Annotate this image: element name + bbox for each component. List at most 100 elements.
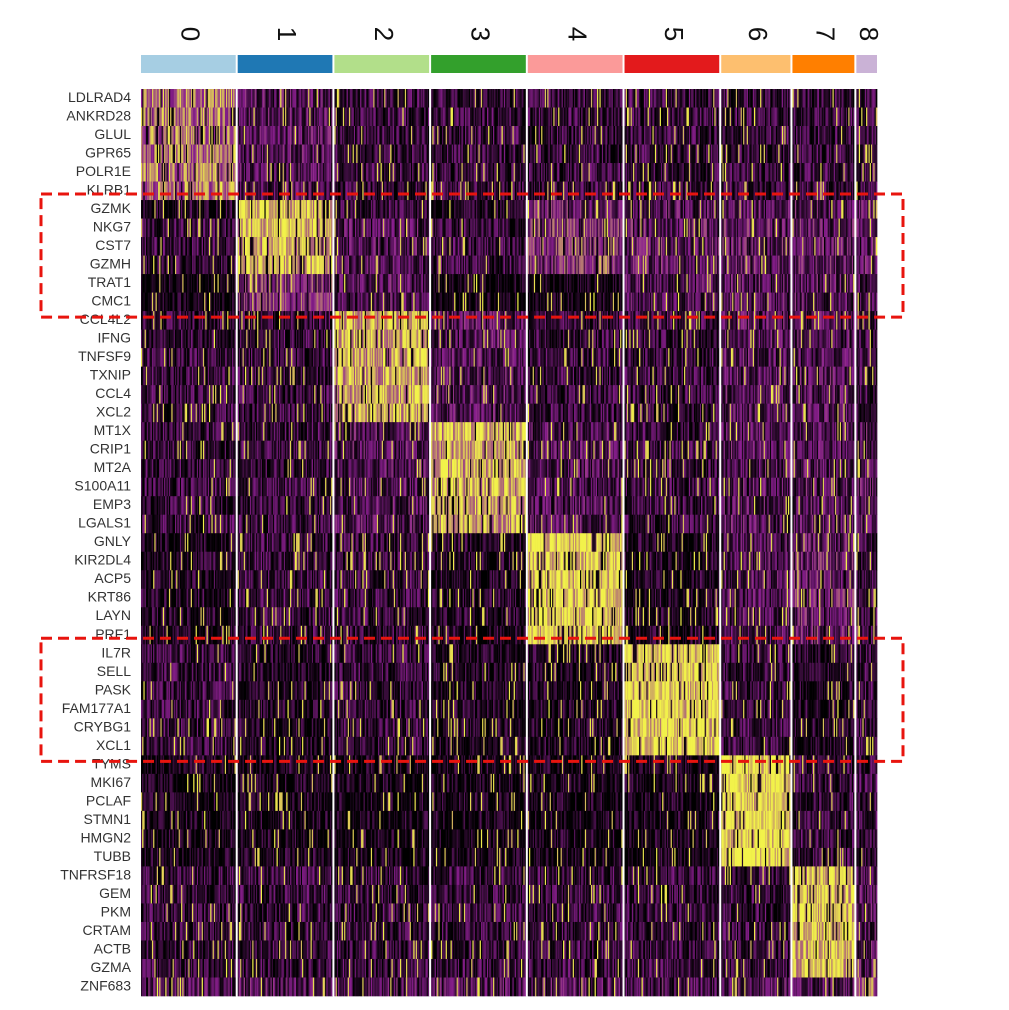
heatmap-cell — [205, 107, 207, 127]
heatmap-cell — [728, 107, 731, 127]
heatmap-cell — [280, 126, 282, 145]
heatmap-cell — [827, 126, 830, 145]
heatmap-cell — [501, 89, 504, 108]
heatmap-cell — [177, 89, 179, 108]
heatmap-cell — [310, 126, 313, 145]
heatmap-cell — [703, 89, 706, 108]
heatmap-cell — [205, 126, 207, 145]
heatmap-cell — [272, 107, 275, 127]
heatmap-cell — [547, 107, 549, 127]
heatmap-cell — [463, 126, 466, 145]
heatmap-cell — [143, 107, 145, 127]
heatmap-cell — [189, 89, 192, 108]
heatmap-cell — [480, 107, 483, 127]
heatmap-cell — [440, 89, 443, 108]
heatmap-cell — [617, 89, 620, 108]
heatmap-cell — [832, 89, 835, 108]
heatmap-cell — [365, 89, 368, 108]
heatmap-cell — [797, 107, 799, 127]
heatmap-cell — [833, 107, 836, 127]
heatmap-cell — [449, 107, 451, 127]
heatmap-cell — [564, 89, 566, 108]
heatmap-cell — [493, 107, 495, 127]
heatmap-cell — [342, 107, 345, 127]
heatmap-cell — [471, 89, 473, 108]
heatmap-cell — [805, 89, 808, 108]
heatmap-cell — [495, 89, 498, 108]
heatmap-cell — [474, 126, 477, 145]
heatmap-cell — [288, 107, 291, 127]
heatmap-cell — [182, 89, 184, 108]
heatmap-cell — [494, 107, 496, 127]
heatmap-cell — [389, 107, 391, 127]
heatmap-cell — [188, 107, 190, 127]
heatmap-cell — [382, 89, 385, 108]
heatmap-cell — [477, 107, 479, 127]
heatmap-cell — [781, 126, 784, 145]
heatmap-cell — [682, 126, 685, 145]
heatmap-cell — [668, 126, 670, 145]
heatmap-cell — [272, 89, 275, 108]
heatmap-cell — [537, 89, 540, 108]
heatmap-cell — [711, 126, 714, 145]
heatmap-cell — [462, 89, 465, 108]
heatmap-cell — [869, 89, 872, 108]
cluster-bar-5 — [624, 55, 720, 73]
heatmap-cell — [455, 126, 457, 145]
heatmap-cell — [397, 107, 400, 127]
heatmap-cell — [805, 126, 808, 145]
cluster-bar-2 — [334, 55, 430, 73]
heatmap-cell — [289, 89, 292, 108]
heatmap-cell — [684, 89, 686, 108]
heatmap-cell — [816, 89, 819, 108]
heatmap-cell — [309, 89, 311, 108]
heatmap-cell — [302, 89, 304, 108]
heatmap-cell — [495, 107, 498, 127]
heatmap-cell — [804, 107, 807, 127]
heatmap-cell — [834, 126, 837, 145]
heatmap-cell — [647, 89, 650, 108]
heatmap-cell — [249, 107, 252, 127]
heatmap-cell — [593, 107, 595, 127]
heatmap-cell — [363, 89, 366, 108]
heatmap-cell — [786, 107, 789, 127]
heatmap-cell — [524, 89, 527, 108]
heatmap-cell — [352, 89, 355, 108]
heatmap-cell — [331, 126, 333, 145]
heatmap-cell — [232, 126, 234, 145]
heatmap-cell — [595, 107, 598, 127]
heatmap-cell — [573, 89, 576, 108]
heatmap-cell — [788, 89, 790, 108]
heatmap-cell — [419, 107, 421, 127]
heatmap-cell — [554, 89, 557, 108]
heatmap-cell — [443, 126, 445, 145]
heatmap-cell — [341, 107, 344, 127]
heatmap-cell — [752, 107, 755, 127]
heatmap-cell — [302, 107, 304, 127]
heatmap-cell — [198, 126, 200, 145]
heatmap-cell — [552, 89, 554, 108]
heatmap-cell — [153, 144, 155, 164]
heatmap-cell — [147, 144, 149, 164]
heatmap-cell — [160, 144, 162, 164]
heatmap-cell — [502, 107, 505, 127]
heatmap-cell — [457, 107, 460, 127]
heatmap-cell — [648, 107, 651, 127]
heatmap-cell — [287, 89, 290, 108]
heatmap-cell — [555, 89, 558, 108]
heatmap-cell — [319, 89, 321, 108]
heatmap-cell — [811, 89, 814, 108]
heatmap-cell — [361, 126, 363, 145]
heatmap-cell — [344, 126, 346, 145]
heatmap-cell — [556, 89, 559, 108]
heatmap-cell — [483, 89, 485, 108]
heatmap-cell — [820, 126, 822, 145]
heatmap-cell — [862, 107, 864, 127]
heatmap-cell — [413, 89, 415, 108]
heatmap-cell — [524, 107, 527, 127]
heatmap-cell — [269, 107, 271, 127]
heatmap-cell — [710, 126, 713, 145]
heatmap-cell — [144, 126, 147, 145]
heatmap-cell — [696, 89, 698, 108]
heatmap-cell — [246, 107, 248, 127]
